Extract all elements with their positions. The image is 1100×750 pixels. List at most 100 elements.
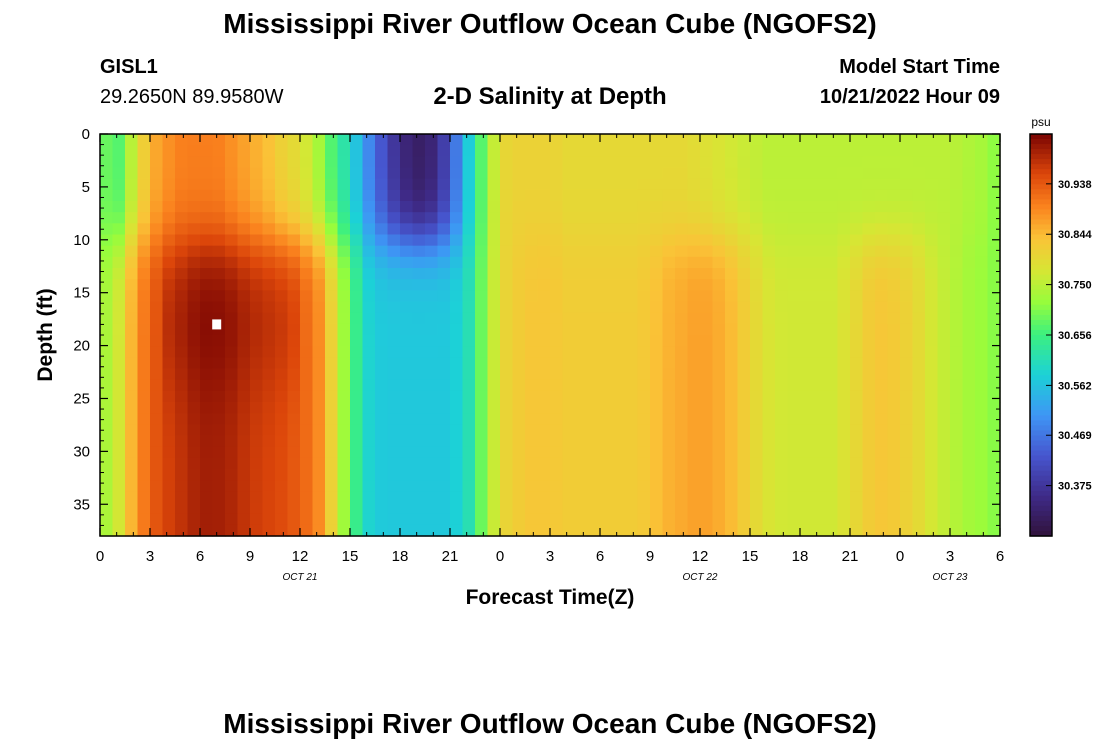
heatmap-cell <box>912 156 926 169</box>
heatmap-cell <box>350 413 364 425</box>
heatmap-cell <box>150 502 164 515</box>
heatmap-cell <box>575 446 589 459</box>
heatmap-cell <box>775 245 789 258</box>
heatmap-cell <box>225 290 239 303</box>
heatmap-cell <box>337 134 351 146</box>
heatmap-cell <box>912 379 926 392</box>
heatmap-cell <box>250 435 264 448</box>
heatmap-cell <box>387 357 401 370</box>
heatmap-cell <box>362 502 376 515</box>
colorbar-segment <box>1030 450 1052 457</box>
heatmap-cell <box>700 424 714 437</box>
heatmap-cell <box>187 279 201 291</box>
heatmap-cell <box>475 457 489 470</box>
heatmap-cell <box>987 335 1001 347</box>
heatmap-cell <box>312 245 326 258</box>
heatmap-cell <box>400 323 414 336</box>
heatmap-cell <box>937 390 951 403</box>
heatmap-cell <box>812 435 826 448</box>
heatmap-cell <box>900 156 914 169</box>
heatmap-cell <box>375 346 389 358</box>
heatmap-cell <box>212 402 226 414</box>
heatmap-cell <box>612 323 626 336</box>
heatmap-cell <box>700 502 714 515</box>
heatmap-cell <box>112 178 126 191</box>
heatmap-cell <box>700 402 714 414</box>
heatmap-cell <box>587 357 601 370</box>
heatmap-cell <box>637 368 651 381</box>
heatmap-cell <box>812 413 826 425</box>
heatmap-cell <box>337 357 351 370</box>
heatmap-cell <box>575 223 589 236</box>
heatmap-cell <box>925 435 939 448</box>
heatmap-cell <box>750 134 764 146</box>
heatmap-cell <box>262 256 276 269</box>
heatmap-cell <box>812 156 826 169</box>
heatmap-cell <box>200 301 214 314</box>
heatmap-cell <box>700 223 714 236</box>
heatmap-cell <box>937 268 951 280</box>
heatmap-cell <box>825 513 839 526</box>
heatmap-cell <box>462 290 476 303</box>
heatmap-cell <box>787 178 801 191</box>
heatmap-cell <box>225 234 239 247</box>
heatmap-cell <box>287 446 301 459</box>
heatmap-cell <box>887 301 901 314</box>
heatmap-cell <box>725 201 739 213</box>
heatmap-cell <box>400 290 414 303</box>
heatmap-cell <box>662 323 676 336</box>
heatmap-cell <box>525 524 539 537</box>
heatmap-cell <box>387 178 401 191</box>
heatmap-cell <box>800 335 814 347</box>
heatmap-cell <box>112 245 126 258</box>
heatmap-cell <box>500 513 514 526</box>
heatmap-cell <box>275 446 289 459</box>
heatmap-cell <box>112 413 126 425</box>
heatmap-cell <box>587 223 601 236</box>
heatmap-cell <box>487 390 501 403</box>
heatmap-cell <box>125 256 139 269</box>
heatmap-cell <box>500 268 514 280</box>
heatmap-cell <box>625 145 639 157</box>
heatmap-cell <box>275 134 289 146</box>
heatmap-cell <box>337 212 351 224</box>
heatmap-cell <box>487 189 501 202</box>
heatmap-cell <box>900 469 914 481</box>
heatmap-cell <box>812 201 826 213</box>
heatmap-cell <box>837 256 851 269</box>
heatmap-cell <box>875 357 889 370</box>
heatmap-cell <box>937 301 951 314</box>
y-tick-label: 20 <box>73 338 90 355</box>
heatmap-cell <box>212 245 226 258</box>
heatmap-cell <box>487 212 501 224</box>
heatmap-cell <box>400 424 414 437</box>
heatmap-cell <box>362 390 376 403</box>
heatmap-cell <box>337 223 351 236</box>
heatmap-cell <box>462 201 476 213</box>
heatmap-cell <box>800 234 814 247</box>
heatmap-cell <box>162 312 176 325</box>
heatmap-cell <box>225 357 239 370</box>
heatmap-cell <box>475 402 489 414</box>
heatmap-cell <box>175 402 189 414</box>
heatmap-cell <box>487 480 501 492</box>
heatmap-cell <box>937 256 951 269</box>
heatmap-cell <box>225 346 239 358</box>
heatmap-cell <box>637 379 651 392</box>
heatmap-cell <box>175 346 189 358</box>
heatmap-cell <box>737 178 751 191</box>
heatmap-cell <box>162 134 176 146</box>
heatmap-cell <box>512 480 526 492</box>
heatmap-cell <box>525 212 539 224</box>
heatmap-cell <box>112 368 126 381</box>
heatmap-cell <box>450 446 464 459</box>
heatmap-cell <box>400 502 414 515</box>
heatmap-cell <box>950 156 964 169</box>
heatmap-cell <box>425 424 439 437</box>
heatmap-cell <box>112 312 126 325</box>
heatmap-cell <box>975 312 989 325</box>
colorbar-segment <box>1030 209 1052 216</box>
heatmap-cell <box>462 379 476 392</box>
heatmap-cell <box>587 301 601 314</box>
heatmap-cell <box>112 424 126 437</box>
